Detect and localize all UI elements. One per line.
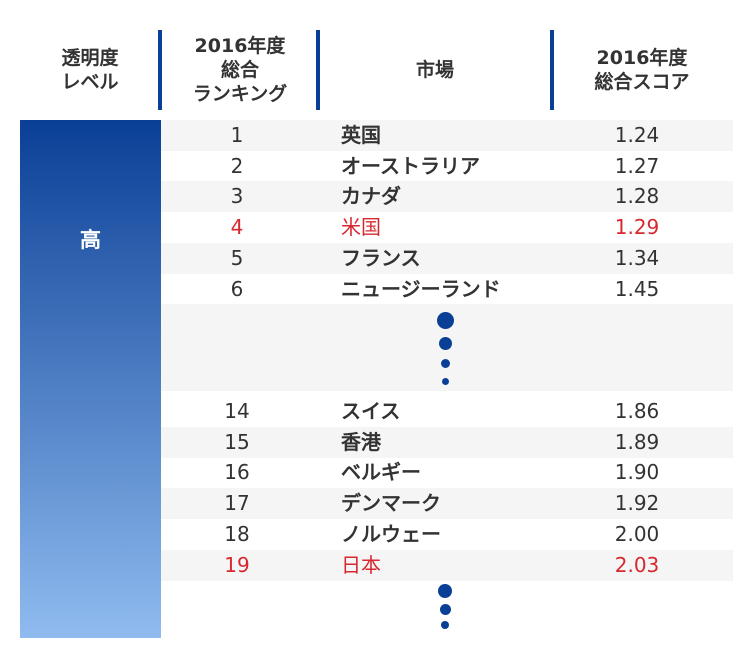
rank-cell: 17 bbox=[224, 491, 250, 516]
rank-cell: 14 bbox=[224, 399, 250, 423]
table-row: 15 香港 1.89 bbox=[161, 426, 733, 458]
score-cell: 1.29 bbox=[614, 215, 660, 240]
market-cell: 香港 bbox=[341, 429, 381, 454]
transparency-level-gradient: 高 bbox=[20, 120, 161, 638]
score-cell: 1.89 bbox=[614, 429, 660, 454]
market-cell: カナダ bbox=[341, 184, 401, 209]
ellipsis-gap bbox=[161, 581, 733, 636]
table-row: 3 カナダ 1.28 bbox=[161, 181, 733, 213]
market-cell: デンマーク bbox=[341, 491, 441, 516]
header-rank: 2016年度 総合 ランキング bbox=[192, 35, 288, 105]
header-divider bbox=[158, 30, 162, 110]
score-cell: 2.03 bbox=[614, 552, 660, 577]
score-cell: 1.24 bbox=[614, 123, 660, 147]
table-row: 2 オーストラリア 1.27 bbox=[161, 151, 733, 182]
ellipsis-dot bbox=[441, 621, 449, 629]
rank-cell: 15 bbox=[224, 429, 250, 454]
score-cell: 1.90 bbox=[614, 460, 660, 485]
level-label-high: 高 bbox=[80, 228, 101, 252]
score-cell: 1.34 bbox=[614, 245, 660, 270]
header-score: 2016年度 総合スコア bbox=[594, 47, 690, 93]
score-cell: 2.00 bbox=[614, 521, 660, 546]
market-cell: 日本 bbox=[341, 552, 381, 577]
rank-cell: 6 bbox=[230, 276, 244, 301]
table-row: 17 デンマーク 1.92 bbox=[161, 488, 733, 520]
score-cell: 1.92 bbox=[614, 491, 660, 516]
score-cell: 1.28 bbox=[614, 184, 660, 209]
table-row: 4 米国 1.29 bbox=[161, 212, 733, 243]
rank-cell: 4 bbox=[230, 215, 244, 240]
rank-cell: 18 bbox=[224, 521, 250, 546]
ellipsis-dot bbox=[439, 337, 452, 350]
market-cell: ベルギー bbox=[341, 460, 421, 485]
table-row: 19 日本 2.03 bbox=[161, 549, 733, 581]
header-level: 透明度 レベル bbox=[61, 47, 119, 93]
rank-cell: 3 bbox=[230, 184, 244, 209]
market-cell: 米国 bbox=[341, 215, 381, 240]
score-cell: 1.45 bbox=[614, 276, 660, 301]
market-cell: ノルウェー bbox=[341, 521, 441, 546]
table-row: 18 ノルウェー 2.00 bbox=[161, 519, 733, 550]
market-cell: オーストラリア bbox=[341, 153, 480, 178]
market-cell: スイス bbox=[341, 399, 401, 423]
table-row: 14 スイス 1.86 bbox=[161, 396, 733, 427]
market-cell: フランス bbox=[341, 245, 421, 270]
ellipsis-dot bbox=[441, 359, 450, 368]
rank-cell: 2 bbox=[230, 153, 244, 178]
rank-cell: 1 bbox=[230, 123, 244, 147]
market-cell: 英国 bbox=[341, 123, 381, 147]
score-cell: 1.27 bbox=[614, 153, 660, 178]
header-divider bbox=[316, 30, 320, 110]
header-market: 市場 bbox=[415, 59, 454, 81]
rank-cell: 5 bbox=[230, 245, 244, 270]
table-row: 1 英国 1.24 bbox=[161, 120, 733, 151]
rank-cell: 16 bbox=[224, 460, 250, 485]
score-cell: 1.86 bbox=[614, 399, 660, 423]
rank-cell: 19 bbox=[224, 552, 250, 577]
ellipsis-dot bbox=[437, 312, 454, 329]
ellipsis-dot bbox=[440, 604, 451, 615]
table-row: 6 ニュージーランド 1.45 bbox=[161, 274, 733, 305]
table-row: 5 フランス 1.34 bbox=[161, 242, 733, 274]
ellipsis-dot bbox=[438, 584, 452, 598]
market-cell: ニュージーランド bbox=[341, 276, 501, 301]
ellipsis-gap bbox=[161, 304, 733, 391]
header-divider bbox=[550, 30, 554, 110]
table-row: 16 ベルギー 1.90 bbox=[161, 457, 733, 488]
ellipsis-dot bbox=[442, 378, 449, 385]
